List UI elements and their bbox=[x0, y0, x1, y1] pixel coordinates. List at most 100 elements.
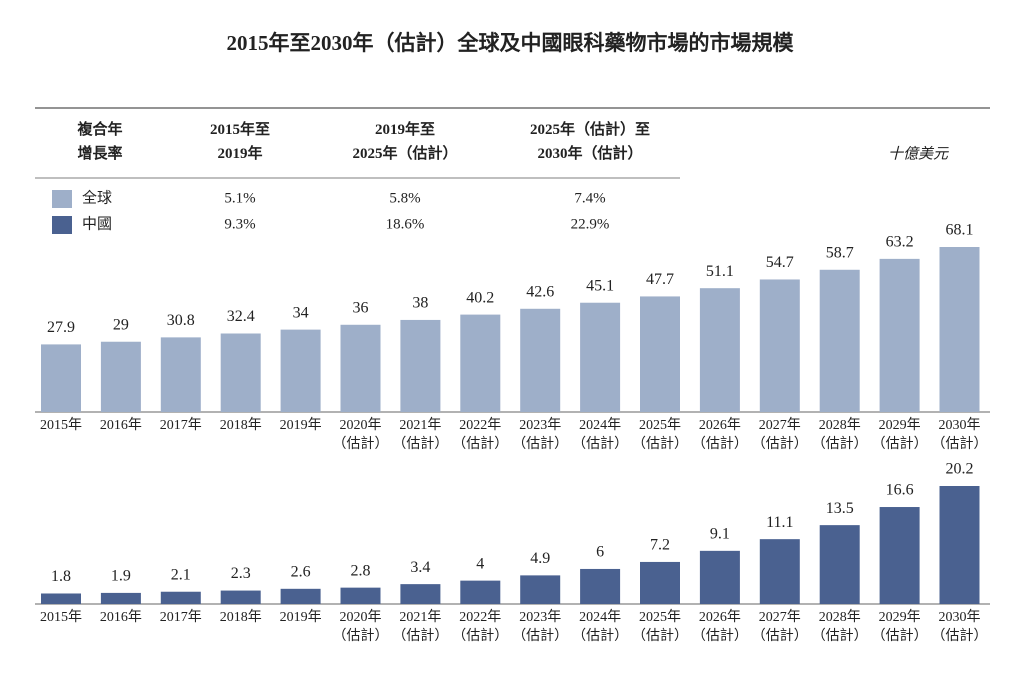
x-tick-label: 2015年 bbox=[40, 609, 82, 625]
value-label: 2.8 bbox=[351, 562, 371, 579]
value-label: 63.2 bbox=[886, 234, 914, 251]
value-label: 36 bbox=[353, 299, 369, 316]
x-tick-label: 2017年 bbox=[160, 609, 202, 625]
x-tick-label: 2030年（估計） bbox=[932, 609, 988, 644]
value-label: 58.7 bbox=[826, 244, 854, 261]
bar bbox=[580, 302, 621, 412]
x-tick-label: 2024年（估計） bbox=[572, 609, 628, 644]
x-tick-label: 2028年（估計） bbox=[812, 417, 868, 452]
bar bbox=[879, 258, 920, 412]
value-label: 13.5 bbox=[826, 500, 854, 517]
bar bbox=[699, 288, 740, 412]
bar bbox=[520, 308, 561, 412]
bar bbox=[400, 584, 441, 604]
bar bbox=[460, 314, 501, 412]
x-tick-label: 2019年 bbox=[280, 417, 322, 433]
value-label: 2.1 bbox=[171, 566, 191, 583]
x-tick-label: 2016年 bbox=[100, 609, 142, 625]
bar bbox=[759, 539, 800, 604]
x-tick-label: 2021年（估計） bbox=[392, 417, 448, 452]
x-tick-label: 2029年（估計） bbox=[872, 417, 928, 452]
value-label: 20.2 bbox=[946, 461, 974, 478]
value-label: 2.3 bbox=[231, 565, 251, 582]
value-label: 1.9 bbox=[111, 568, 131, 585]
x-tick-label: 2018年 bbox=[220, 417, 262, 433]
bar bbox=[939, 247, 980, 412]
bar bbox=[699, 550, 740, 604]
bar bbox=[580, 568, 621, 604]
bar bbox=[879, 507, 920, 604]
value-label: 1.8 bbox=[51, 568, 71, 585]
bar bbox=[939, 486, 980, 604]
x-tick-label: 2022年（估計） bbox=[452, 417, 508, 452]
x-tick-label: 2024年（估計） bbox=[572, 417, 628, 452]
bar bbox=[340, 587, 381, 604]
bar bbox=[100, 592, 141, 604]
bar bbox=[41, 593, 81, 604]
bar bbox=[640, 561, 680, 604]
value-label: 54.7 bbox=[766, 254, 794, 271]
value-label: 51.1 bbox=[706, 263, 734, 280]
legend-label: 中國 bbox=[82, 215, 112, 232]
value-label: 2.6 bbox=[291, 563, 311, 580]
unit-label: 十億美元 bbox=[888, 145, 949, 162]
table-cell: 7.4% bbox=[574, 190, 605, 206]
x-tick-label: 2015年 bbox=[40, 417, 82, 433]
table-cell: 5.8% bbox=[389, 190, 420, 206]
value-label: 40.2 bbox=[466, 289, 494, 306]
value-label: 3.4 bbox=[410, 559, 430, 576]
x-tick-label: 2028年（估計） bbox=[812, 609, 868, 644]
value-label: 11.1 bbox=[766, 514, 793, 531]
x-tick-label: 2021年（估計） bbox=[392, 609, 448, 644]
bar bbox=[41, 344, 81, 412]
bar bbox=[220, 590, 261, 604]
x-tick-label: 2017年 bbox=[160, 417, 202, 433]
value-label: 6 bbox=[596, 544, 604, 561]
bar bbox=[100, 341, 141, 412]
value-label: 32.4 bbox=[227, 308, 255, 325]
value-label: 30.8 bbox=[167, 312, 195, 329]
x-tick-label: 2025年（估計） bbox=[632, 609, 688, 644]
bar bbox=[160, 337, 201, 412]
bar bbox=[460, 580, 501, 604]
value-label: 27.9 bbox=[47, 319, 75, 336]
x-tick-label: 2026年（估計） bbox=[692, 609, 748, 644]
table-cell: 5.1% bbox=[224, 190, 255, 206]
x-tick-label: 2030年（估計） bbox=[932, 417, 988, 452]
table-header: 2025年（估計）至 2030年（估計） bbox=[530, 120, 650, 162]
value-label: 45.1 bbox=[586, 277, 614, 294]
x-tick-label: 2016年 bbox=[100, 417, 142, 433]
bar bbox=[520, 575, 561, 604]
bar bbox=[280, 329, 321, 412]
value-label: 29 bbox=[113, 316, 129, 333]
value-label: 42.6 bbox=[526, 283, 554, 300]
value-label: 68.1 bbox=[946, 222, 974, 239]
x-tick-label: 2018年 bbox=[220, 609, 262, 625]
x-tick-label: 2026年（估計） bbox=[692, 417, 748, 452]
x-tick-label: 2027年（估計） bbox=[752, 609, 808, 644]
value-label: 34 bbox=[293, 304, 309, 321]
value-label: 38 bbox=[412, 295, 428, 312]
table-cell: 9.3% bbox=[224, 216, 255, 232]
x-tick-label: 2020年（估計） bbox=[333, 609, 389, 644]
table-cell: 22.9% bbox=[571, 216, 610, 232]
bar bbox=[280, 588, 321, 604]
bar bbox=[400, 319, 441, 412]
bar bbox=[819, 525, 860, 604]
bar bbox=[220, 333, 261, 412]
x-tick-label: 2027年（估計） bbox=[752, 417, 808, 452]
x-tick-label: 2029年（估計） bbox=[872, 609, 928, 644]
value-label: 9.1 bbox=[710, 526, 730, 543]
x-tick-label: 2023年（估計） bbox=[512, 417, 568, 452]
x-tick-label: 2023年（估計） bbox=[512, 609, 568, 644]
table-header: 2015年至 2019年 bbox=[210, 120, 270, 162]
value-label: 4 bbox=[476, 555, 484, 572]
bar bbox=[340, 324, 381, 412]
legend-swatch bbox=[52, 216, 72, 234]
bar bbox=[160, 591, 201, 604]
table-header: 複合年增長率 bbox=[76, 120, 122, 162]
value-label: 7.2 bbox=[650, 537, 670, 554]
x-tick-label: 2020年（估計） bbox=[333, 417, 389, 452]
value-label: 47.7 bbox=[646, 271, 674, 288]
